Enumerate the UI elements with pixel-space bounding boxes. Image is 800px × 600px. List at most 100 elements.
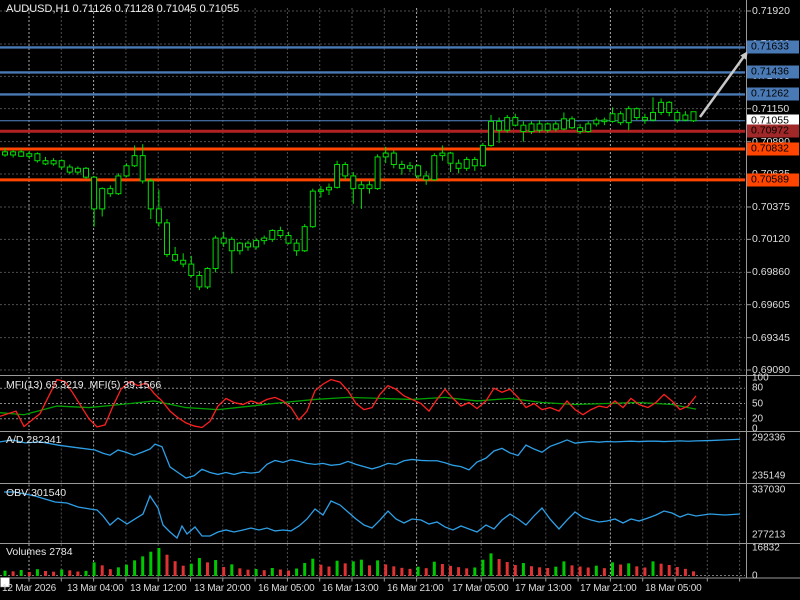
candlestick <box>131 155 138 167</box>
candlestick <box>269 229 276 240</box>
volume-bar <box>521 563 525 576</box>
volume-bar <box>327 566 331 576</box>
candlestick <box>2 151 8 156</box>
candlestick <box>569 118 575 129</box>
volume-bar <box>513 565 517 576</box>
volume-bar <box>206 562 209 576</box>
candlestick <box>633 108 640 119</box>
indicator-scale-label: 16832 <box>752 542 780 554</box>
candlestick <box>172 254 179 261</box>
candlestick <box>455 162 462 169</box>
candlestick <box>488 120 494 146</box>
price-level-label: 0.70589 <box>747 173 799 187</box>
indicator-scale-label: 0 <box>752 570 758 582</box>
volume-bar <box>278 569 282 576</box>
candlestick <box>504 117 511 131</box>
volume-bar <box>343 563 347 576</box>
candlestick <box>690 111 697 122</box>
volume-bar <box>400 567 404 576</box>
volume-bar <box>692 571 695 576</box>
volume-bar <box>230 564 234 576</box>
candlestick <box>261 237 268 242</box>
volume-bar <box>303 563 307 576</box>
volume-bar <box>359 559 363 576</box>
candlestick <box>66 166 73 173</box>
candlestick <box>74 167 81 173</box>
volume-bar <box>319 564 323 576</box>
volume-bar <box>27 572 31 576</box>
price-level-label: 0.70972 <box>747 124 799 138</box>
volume-bar <box>594 565 598 576</box>
time-axis-label: 17 Mar 21:00 <box>580 583 637 594</box>
volume-bar <box>424 568 428 576</box>
price-axis-label: 0.69090 <box>752 364 790 376</box>
volume-bar <box>173 561 177 576</box>
candlestick <box>342 164 349 177</box>
volume-bar <box>651 561 655 576</box>
volume-bar <box>602 568 606 576</box>
volume-bar <box>457 567 461 576</box>
candlestick <box>658 101 665 113</box>
candlestick <box>366 184 373 190</box>
candlestick <box>236 242 243 252</box>
time-axis-label: 13 Mar 12:00 <box>130 583 187 594</box>
candlestick <box>139 155 146 182</box>
volume-bar <box>675 567 679 576</box>
volume-bar <box>546 568 550 576</box>
volume-bar <box>254 569 258 576</box>
indicator-scale-label: 80 <box>752 382 764 394</box>
candlestick <box>277 229 284 237</box>
chart-title: AUDUSD,H1 0.71126 0.71128 0.71045 0.7105… <box>6 3 239 15</box>
indicator-scale-label: 20 <box>752 413 764 425</box>
volume-bar <box>449 565 452 576</box>
volume-bar <box>52 571 56 576</box>
volume-bar <box>408 568 412 576</box>
candlestick <box>496 120 503 131</box>
candlestick <box>674 111 681 121</box>
candlestick <box>423 175 430 181</box>
volume-bar <box>538 567 542 576</box>
volume-bar <box>659 563 663 576</box>
volume-bar <box>157 548 161 576</box>
candlestick <box>50 160 57 165</box>
indicator-scale-label: 235149 <box>752 470 786 482</box>
volume-bar <box>530 566 533 576</box>
candlestick <box>625 108 632 124</box>
time-axis-label: 16 Mar 21:00 <box>387 583 444 594</box>
candlestick <box>382 152 389 158</box>
candlestick <box>285 235 292 244</box>
indicator-scale-label: 337030 <box>752 484 786 496</box>
volume-bar <box>100 565 104 576</box>
volume-bar <box>262 570 266 576</box>
volume-bar <box>133 560 137 576</box>
volume-bar <box>351 561 355 576</box>
volume-bar <box>35 569 39 576</box>
candlestick <box>220 237 227 244</box>
volume-bar <box>473 567 477 576</box>
candlestick <box>512 117 519 126</box>
candlestick <box>398 164 405 169</box>
candlestick <box>334 164 341 188</box>
volume-bar <box>189 563 193 576</box>
candlestick <box>471 158 478 167</box>
price-axis-label: 0.69860 <box>752 266 790 279</box>
volume-bar <box>505 562 509 576</box>
volume-bar <box>481 559 485 576</box>
volume-bar <box>635 566 639 576</box>
trend-arrow-object[interactable] <box>698 51 748 118</box>
candlestick <box>390 152 397 166</box>
volume-bar <box>368 565 371 576</box>
candlestick <box>204 268 211 288</box>
candlestick <box>245 242 251 248</box>
candlestick <box>326 186 332 191</box>
candlestick <box>180 259 187 265</box>
volume-bar <box>586 567 590 576</box>
candlestick <box>309 190 316 228</box>
obv-indicator-label: OBV 301540 <box>6 487 67 499</box>
indicator-scale-label: 292336 <box>752 432 786 444</box>
quick-nav-box[interactable] <box>0 577 10 588</box>
candlestick <box>18 151 25 157</box>
candlestick <box>91 176 98 210</box>
